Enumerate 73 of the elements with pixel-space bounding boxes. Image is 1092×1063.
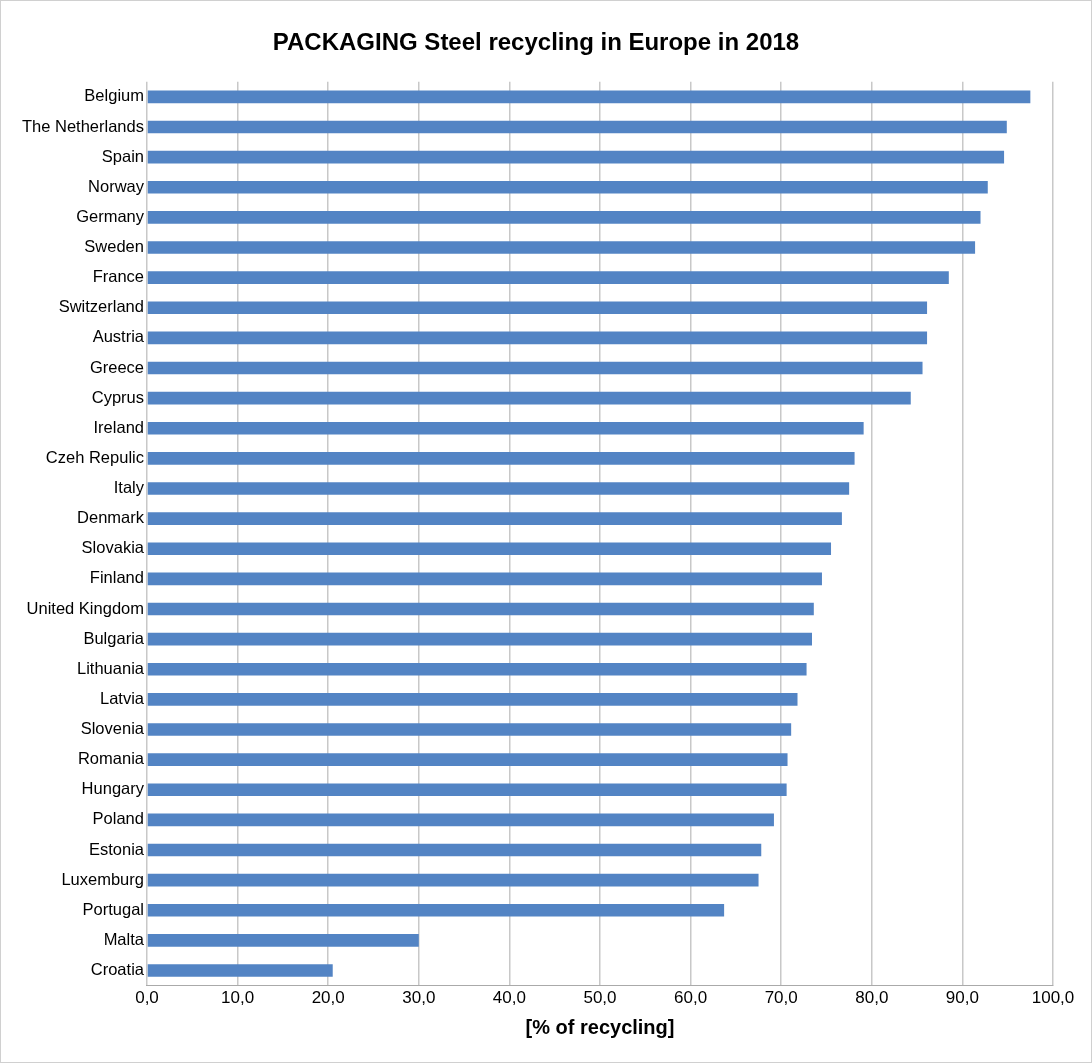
bar <box>147 873 759 887</box>
bar <box>147 602 814 616</box>
bar <box>147 211 981 224</box>
y-tick-label: Norway <box>88 176 145 195</box>
x-tick-label: 40,0 <box>492 988 526 1008</box>
y-tick-label: United Kingdom <box>26 598 144 617</box>
chart-title: PACKAGING Steel recycling in Europe in 2018 <box>272 28 800 56</box>
y-tick-label: Italy <box>113 478 145 497</box>
y-tick-label: Hungary <box>81 779 145 798</box>
y-tick-label: France <box>92 267 144 286</box>
bar <box>147 452 855 465</box>
bar <box>147 813 774 827</box>
x-tick-label: 0,0 <box>135 988 159 1008</box>
y-tick-label: Portugal <box>82 899 144 918</box>
x-tick-label: 100,0 <box>1031 988 1075 1008</box>
bar <box>147 90 1031 104</box>
bar <box>147 241 976 254</box>
x-tick-label: 30,0 <box>402 988 436 1008</box>
y-tick-label: Spain <box>101 146 144 165</box>
bar <box>147 542 832 556</box>
bar <box>147 572 822 586</box>
y-tick-label: Slovenia <box>80 719 145 738</box>
y-tick-label: Austria <box>92 327 145 346</box>
y-tick-label: Slovakia <box>81 538 145 557</box>
bar <box>147 693 798 706</box>
y-tick-label: Luxemburg <box>61 869 144 888</box>
bar <box>147 934 419 947</box>
y-tick-label: Latvia <box>99 688 145 707</box>
bar <box>147 723 792 736</box>
bar <box>147 964 333 977</box>
y-tick-label: Poland <box>92 809 144 828</box>
y-tick-label: Finland <box>89 568 144 587</box>
y-tick-label: The Netherlands <box>21 116 144 135</box>
y-tick-label: Belgium <box>84 86 144 105</box>
x-tick-label: 50,0 <box>583 988 617 1008</box>
y-tick-label: Ireland <box>93 417 144 436</box>
y-tick-label: Romania <box>77 749 145 768</box>
bar <box>147 120 1007 134</box>
bar <box>147 271 949 284</box>
y-tick-label: Estonia <box>88 839 145 858</box>
bar <box>147 482 850 495</box>
x-tick-label: 70,0 <box>764 988 798 1008</box>
bar <box>147 662 807 676</box>
x-tick-label: 60,0 <box>674 988 708 1008</box>
x-tick-label: 10,0 <box>221 988 255 1008</box>
bar <box>147 632 812 646</box>
bar <box>147 180 988 194</box>
y-tick-label: Czeh Repulic <box>45 447 144 466</box>
bar <box>147 150 1005 164</box>
x-tick-label: 90,0 <box>945 988 979 1008</box>
bar <box>147 843 762 857</box>
y-tick-label: Greece <box>89 357 144 376</box>
x-axis-title: [% of recycling] <box>525 1015 675 1038</box>
y-tick-label: Cyprus <box>91 387 144 406</box>
y-tick-label: Bulgaria <box>83 628 145 647</box>
bar <box>147 903 725 917</box>
bar <box>147 331 928 345</box>
bar <box>147 391 911 405</box>
bar <box>147 783 787 797</box>
y-tick-label: Denmark <box>77 508 145 527</box>
y-tick-label: Croatia <box>90 960 145 979</box>
x-tick-label: 20,0 <box>311 988 345 1008</box>
bar <box>147 421 864 435</box>
y-tick-label: Switzerland <box>58 297 144 316</box>
x-tick-label: 80,0 <box>855 988 889 1008</box>
bar <box>147 753 788 766</box>
bar <box>147 361 923 375</box>
bar <box>147 512 842 525</box>
y-tick-label: Germany <box>76 206 145 225</box>
y-tick-label: Malta <box>103 929 145 948</box>
bar <box>147 301 928 315</box>
y-tick-label: Lithuania <box>77 658 145 677</box>
y-tick-label: Sweden <box>84 237 144 256</box>
